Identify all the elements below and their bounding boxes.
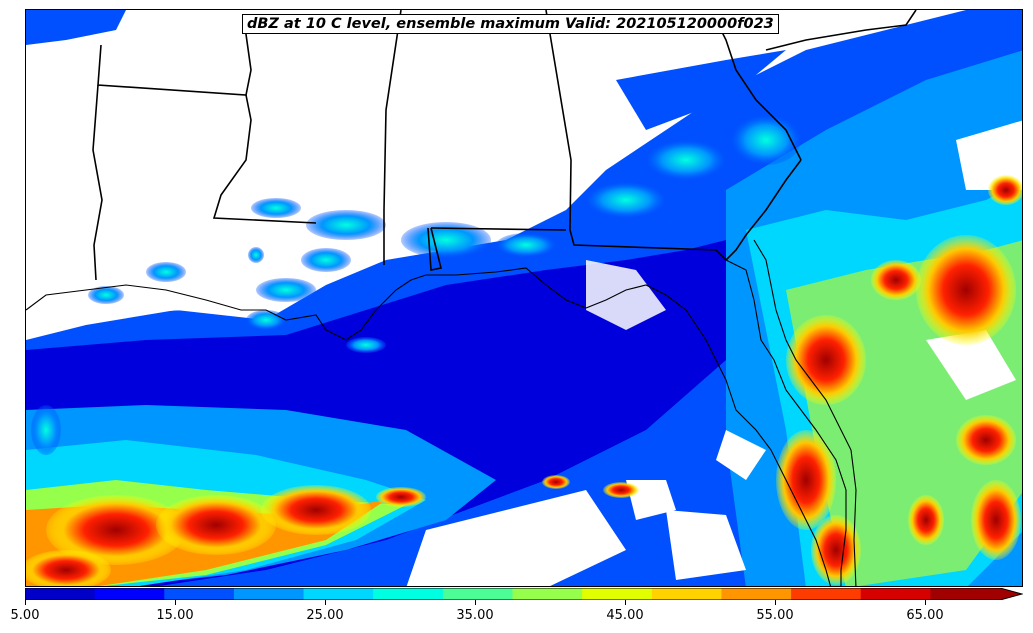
colorbar-tick-label: 45.00 bbox=[606, 608, 644, 623]
colorbar-tick-mark bbox=[925, 600, 926, 605]
radar-map bbox=[25, 9, 1023, 587]
colorbar bbox=[25, 588, 1023, 600]
chart-title: dBZ at 10 C level, ensemble maximum Vali… bbox=[242, 14, 779, 34]
colorbar-tick-mark bbox=[325, 600, 326, 605]
colorbar-tick-mark bbox=[475, 600, 476, 605]
colorbar-segment bbox=[94, 588, 165, 600]
colorbar-tick-mark bbox=[25, 600, 26, 605]
colorbar-segment bbox=[791, 588, 862, 600]
colorbar-segment bbox=[512, 588, 583, 600]
reflectivity-field bbox=[26, 10, 1022, 586]
coastline bbox=[26, 239, 857, 586]
colorbar-segment bbox=[373, 588, 444, 600]
colorbar-segment bbox=[930, 588, 1001, 600]
colorbar-segment bbox=[582, 588, 653, 600]
colorbar-tick-label: 5.00 bbox=[10, 608, 40, 623]
colorbar-tick-mark bbox=[625, 600, 626, 605]
colorbar-segment bbox=[860, 588, 931, 600]
state-boundaries bbox=[92, 10, 917, 281]
colorbar-tick-mark bbox=[775, 600, 776, 605]
colorbar-segment bbox=[164, 588, 235, 600]
colorbar-segment bbox=[651, 588, 722, 600]
colorbar-segment bbox=[442, 588, 513, 600]
colorbar-tick-label: 35.00 bbox=[456, 608, 494, 623]
colorbar-tick-label: 15.00 bbox=[156, 608, 194, 623]
colorbar-border bbox=[25, 588, 1023, 600]
colorbar-segment bbox=[303, 588, 374, 600]
colorbar-extend-arrow bbox=[1000, 588, 1022, 600]
colorbar-segment bbox=[721, 588, 792, 600]
colorbar-tick-label: 55.00 bbox=[756, 608, 794, 623]
colorbar-tick-label: 65.00 bbox=[906, 608, 944, 623]
colorbar-tick-mark bbox=[175, 600, 176, 605]
map-canvas bbox=[26, 10, 1022, 586]
colorbar-segment bbox=[25, 588, 96, 600]
colorbar-tick-label: 25.00 bbox=[306, 608, 344, 623]
colorbar-segment bbox=[233, 588, 305, 600]
convective-cells bbox=[26, 115, 1022, 586]
